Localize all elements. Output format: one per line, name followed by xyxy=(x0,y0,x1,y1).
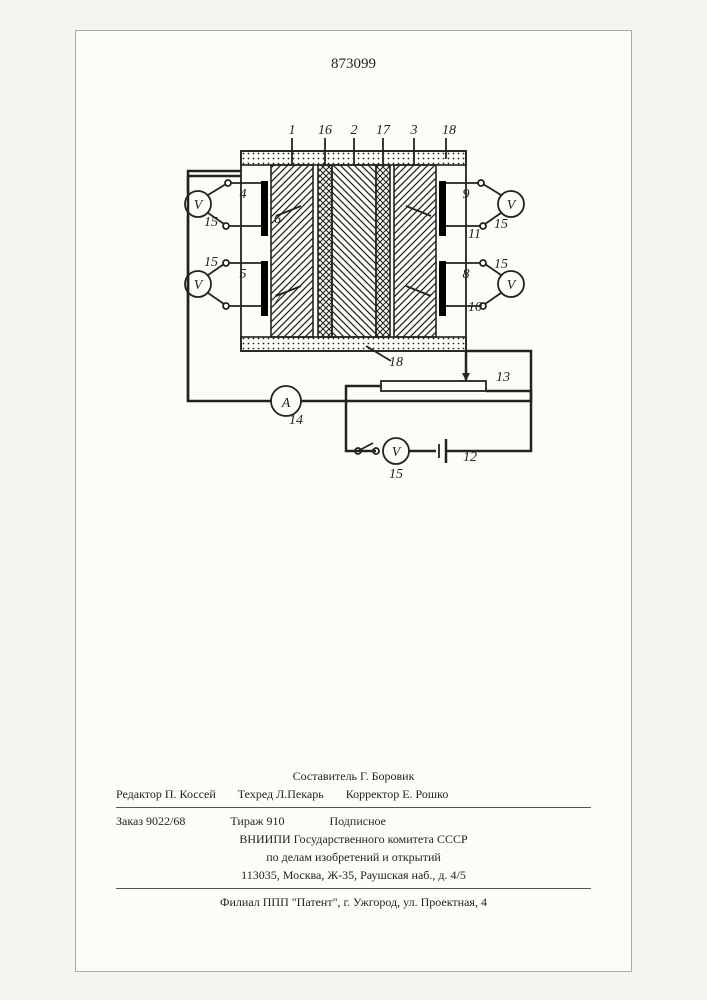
voltmeter-bottom-left: V xyxy=(185,260,261,309)
page: 873099 xyxy=(75,30,632,972)
voltmeter-top-right: V xyxy=(446,180,524,229)
tech: Техред Л.Пекарь xyxy=(238,785,324,803)
svg-text:15: 15 xyxy=(494,217,508,232)
voltmeter-bottom-right: V xyxy=(446,260,524,309)
svg-text:7: 7 xyxy=(274,292,282,307)
svg-text:4: 4 xyxy=(240,187,247,202)
svg-text:15: 15 xyxy=(389,467,403,482)
svg-text:9: 9 xyxy=(463,187,470,202)
svg-text:11: 11 xyxy=(468,227,481,242)
svg-text:5: 5 xyxy=(240,267,247,282)
svg-text:18: 18 xyxy=(442,123,456,138)
svg-text:1: 1 xyxy=(289,123,296,138)
divider-2 xyxy=(116,888,591,889)
svg-text:A: A xyxy=(281,396,291,411)
svg-text:12: 12 xyxy=(463,450,477,465)
podpisnoe: Подписное xyxy=(329,812,386,830)
svg-text:V: V xyxy=(507,278,517,293)
svg-text:6: 6 xyxy=(274,212,281,227)
svg-text:2: 2 xyxy=(351,123,358,138)
corrector: Корректор Е. Рошко xyxy=(346,785,449,803)
org1: ВНИИПИ Государственного комитета СССР xyxy=(116,830,591,848)
credits-line: Редактор П. Коссей Техред Л.Пекарь Корре… xyxy=(116,785,591,803)
org2: по делам изобретений и открытий xyxy=(116,848,591,866)
patent-number: 873099 xyxy=(331,56,376,73)
divider xyxy=(116,807,591,808)
svg-text:15: 15 xyxy=(494,257,508,272)
voltmeter-top-left: V xyxy=(185,180,261,229)
order-line: Заказ 9022/68 Тираж 910 Подписное xyxy=(116,812,591,830)
svg-text:15: 15 xyxy=(204,215,218,230)
svg-text:15: 15 xyxy=(204,255,218,270)
svg-text:14: 14 xyxy=(289,413,303,428)
circuit-diagram: V V V xyxy=(146,146,561,536)
svg-text:17: 17 xyxy=(376,123,391,138)
filial: Филиал ППП "Патент", г. Ужгород, ул. Про… xyxy=(116,893,591,911)
tirazh: Тираж 910 xyxy=(230,812,284,830)
footer-block: Составитель Г. Боровик Редактор П. Коссе… xyxy=(116,767,591,911)
svg-text:16: 16 xyxy=(318,123,332,138)
svg-text:V: V xyxy=(194,278,204,293)
svg-text:3: 3 xyxy=(410,123,418,138)
addr: 113035, Москва, Ж-35, Раушская наб., д. … xyxy=(116,866,591,884)
svg-text:18: 18 xyxy=(389,355,403,370)
svg-text:10: 10 xyxy=(468,300,482,315)
svg-text:V: V xyxy=(392,445,402,460)
svg-text:13: 13 xyxy=(496,370,510,385)
order: Заказ 9022/68 xyxy=(116,812,185,830)
svg-text:V: V xyxy=(507,198,517,213)
compiler: Составитель Г. Боровик xyxy=(116,767,591,785)
svg-text:V: V xyxy=(194,198,204,213)
editor: Редактор П. Коссей xyxy=(116,785,216,803)
svg-text:8: 8 xyxy=(463,267,470,282)
